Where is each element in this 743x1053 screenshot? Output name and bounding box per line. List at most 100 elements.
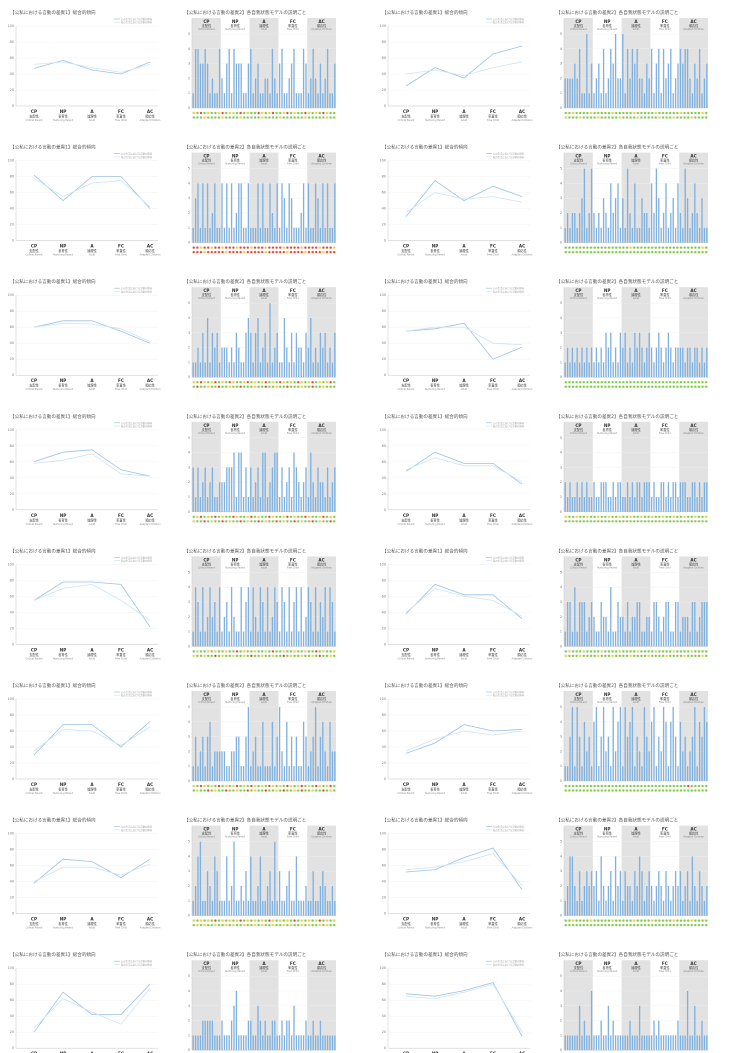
- bar: [581, 602, 583, 647]
- flag-dot: [289, 381, 293, 384]
- x-cat-en: Critical Parent: [26, 927, 43, 930]
- flag-dot: [597, 784, 600, 788]
- flag-dot: [654, 924, 657, 927]
- bar: [691, 856, 694, 916]
- bar: [324, 587, 326, 647]
- y-tick-label: 3: [560, 600, 562, 604]
- flag-dot: [279, 919, 282, 922]
- flag-dot: [658, 924, 661, 927]
- legend-label: 私の生活における言動の傾向: [121, 424, 153, 428]
- bar: [672, 198, 674, 243]
- bar: [305, 63, 307, 108]
- flag-dot: [611, 919, 614, 922]
- bar: [274, 1020, 276, 1051]
- band-cat-code: FC: [290, 154, 296, 159]
- band-cat-code: NP: [232, 961, 239, 966]
- x-cat-en: Free Child: [115, 388, 127, 391]
- flag-dot: [214, 650, 217, 653]
- bar: [595, 1035, 598, 1051]
- y-tick-label: 2: [188, 749, 190, 753]
- flag-dot: [210, 650, 213, 653]
- flag-dot: [246, 111, 249, 115]
- flag-dot: [658, 654, 661, 657]
- y-tick-label: 60: [10, 729, 14, 733]
- flag-dot: [669, 654, 672, 657]
- bar: [252, 1035, 254, 1051]
- line-chart: 【公私における言動の差異1】総合的傾向公の生活における言動の傾向私の生活における…: [380, 547, 533, 660]
- y-tick-label: 100: [380, 24, 386, 28]
- x-cat-code: FC: [490, 378, 496, 383]
- flag-dot: [597, 924, 600, 927]
- flag-dot: [286, 116, 289, 119]
- bar: [586, 871, 588, 916]
- y-tick-label: 4: [188, 720, 190, 724]
- flag-dot: [261, 111, 264, 115]
- x-cat-ja: 率直性: [116, 114, 126, 119]
- y-tick-label: 0: [188, 375, 190, 379]
- bar: [574, 213, 576, 243]
- bar: [278, 362, 281, 378]
- bar: [696, 213, 698, 243]
- bar: [595, 707, 598, 781]
- bar: [578, 736, 581, 781]
- flag-dot: [593, 924, 596, 927]
- flag-dot: [629, 385, 632, 388]
- x-cat-ja: 順応性: [517, 652, 527, 657]
- flag-dot: [282, 385, 285, 388]
- flag-dot: [282, 111, 285, 115]
- bar: [264, 1020, 266, 1051]
- flag-dot: [268, 246, 271, 249]
- x-cat-ja: 率直性: [116, 921, 126, 926]
- flag-dot: [243, 924, 246, 927]
- bar-chart: 【公私における言動の差異2】各自我状態モデルの説明ごとCP支配性Critical…: [184, 413, 336, 523]
- x-cat-code: A: [90, 109, 94, 114]
- bar: [319, 886, 322, 916]
- bar: [629, 886, 631, 916]
- y-tick-label: 60: [10, 191, 14, 195]
- bar: [329, 587, 331, 647]
- bar: [571, 856, 574, 916]
- bar: [701, 886, 703, 916]
- bar: [218, 751, 221, 781]
- bar: [576, 482, 578, 512]
- bar: [300, 587, 302, 647]
- band-cat-en: Adapted Children: [683, 836, 704, 839]
- flag-dot: [658, 650, 661, 653]
- bar: [636, 1035, 638, 1051]
- flag-dot: [225, 924, 228, 927]
- flag-dot: [210, 381, 213, 384]
- bar: [252, 362, 254, 378]
- flag-dot: [307, 789, 311, 792]
- x-cat-en: Adult: [89, 254, 95, 257]
- legend-label: 公の生活における言動の傾向: [121, 286, 153, 290]
- flag-dot: [568, 111, 571, 115]
- bar: [619, 707, 622, 781]
- flag-dot: [196, 385, 199, 388]
- band-cat-en: Adapted Children: [311, 297, 332, 300]
- bar: [240, 362, 242, 378]
- bar: [314, 183, 317, 243]
- bar: [293, 227, 295, 243]
- bar: [588, 213, 590, 243]
- bar: [216, 227, 218, 243]
- flag-dot: [651, 789, 654, 792]
- flag-dot: [625, 784, 629, 788]
- band-cat-en: Critical Parent: [198, 970, 215, 973]
- flag-dot: [564, 784, 567, 788]
- bar: [571, 78, 574, 108]
- flag-dot: [665, 919, 668, 922]
- bar: [274, 452, 276, 512]
- bar: [605, 332, 607, 378]
- bar: [624, 497, 626, 512]
- x-cat-code: AC: [147, 782, 153, 787]
- flag-dot: [264, 381, 267, 384]
- flag-dot: [629, 784, 632, 788]
- bar: [670, 900, 672, 916]
- flag-dot: [279, 924, 282, 927]
- x-cat-ja: 論理性: [459, 383, 469, 388]
- x-cat-en: Adapted Children: [140, 792, 161, 795]
- band-cat-ja: 順応性: [317, 561, 327, 566]
- flag-dot: [636, 789, 639, 792]
- flag-dot: [625, 789, 629, 792]
- band-cat-en: Critical Parent: [570, 163, 587, 166]
